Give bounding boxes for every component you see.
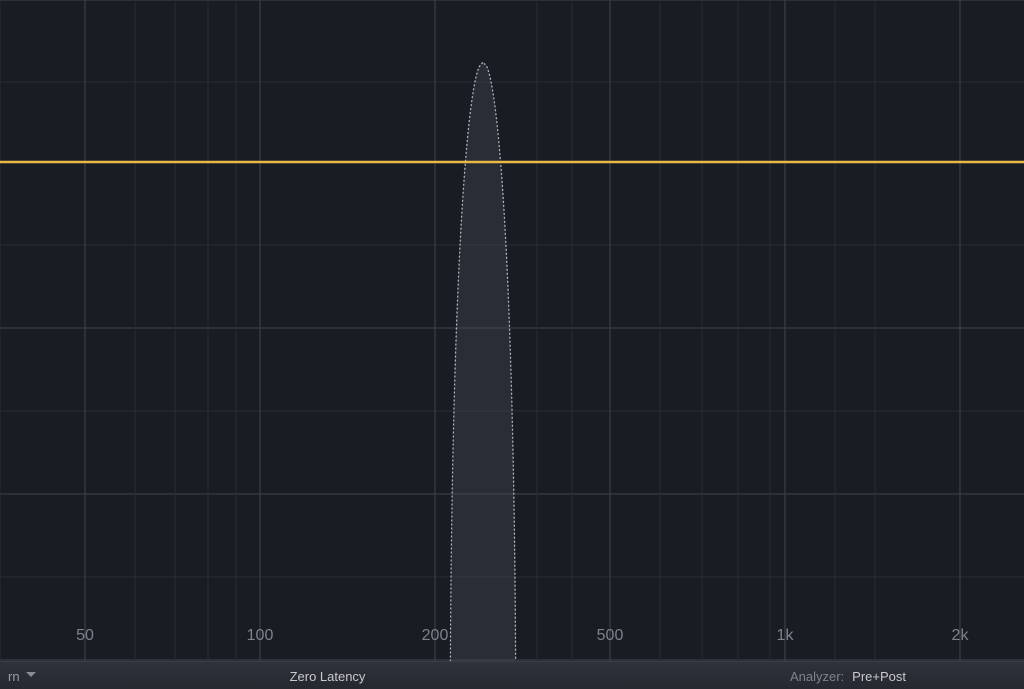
- analyzer-control[interactable]: Analyzer: Pre+Post: [782, 669, 914, 684]
- freq-axis-label: 50: [76, 627, 94, 645]
- analyzer-value: Pre+Post: [852, 669, 906, 684]
- freq-axis-label: 200: [422, 627, 449, 645]
- left-menu-label: rn: [8, 669, 20, 684]
- freq-axis-label: 500: [597, 627, 624, 645]
- freq-axis-label: 100: [247, 627, 274, 645]
- analyzer-label: Analyzer:: [790, 669, 844, 684]
- left-menu[interactable]: rn: [0, 669, 42, 684]
- eq-chart[interactable]: 501002005001k2k5k10k: [0, 0, 1024, 661]
- chevron-down-icon: [26, 670, 34, 678]
- freq-axis-label: 1k: [777, 627, 794, 645]
- freq-axis-label: 2k: [952, 627, 969, 645]
- bottom-bar: rn Zero Latency Analyzer: Pre+Post: [0, 661, 1024, 689]
- zero-latency-button[interactable]: Zero Latency: [282, 669, 374, 684]
